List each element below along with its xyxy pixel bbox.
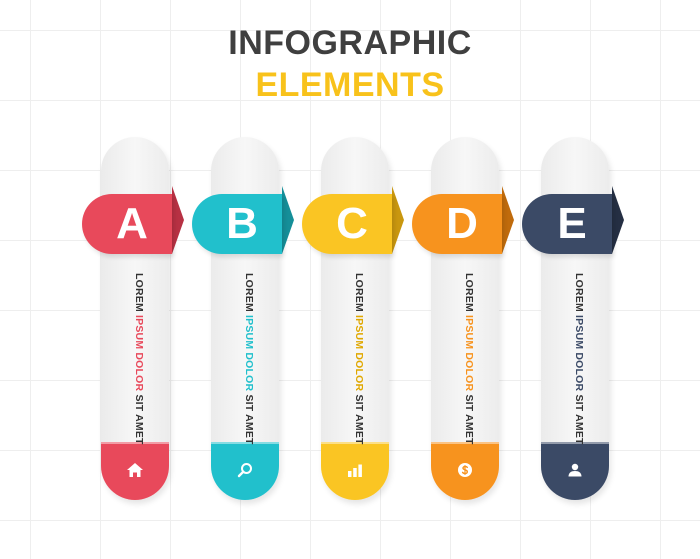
card-d-tab-fold bbox=[502, 186, 514, 254]
card-d-tab bbox=[412, 194, 502, 254]
card-b-text-end: SIT AMET bbox=[243, 391, 255, 445]
card-d-text-end: SIT AMET bbox=[463, 391, 475, 445]
card-c-text: LOREM IPSUM DOLOR SIT AMET bbox=[345, 273, 365, 445]
bar-chart-icon bbox=[345, 460, 365, 480]
dollar-coin-icon bbox=[455, 460, 475, 480]
card-c-tab bbox=[302, 194, 392, 254]
card-e-text-end: SIT AMET bbox=[573, 391, 585, 445]
card-a: A LOREM IPSUM DOLOR SIT AMET bbox=[82, 137, 184, 500]
home-icon bbox=[125, 460, 145, 480]
card-a-letter: A bbox=[116, 199, 148, 248]
card-e: E LOREM IPSUM DOLOR SIT AMET bbox=[522, 137, 624, 500]
card-a-tab-fold bbox=[172, 186, 184, 254]
card-e-text: LOREM IPSUM DOLOR SIT AMET bbox=[565, 273, 585, 445]
card-d-text: LOREM IPSUM DOLOR SIT AMET bbox=[455, 273, 475, 445]
card-b-cap bbox=[211, 442, 279, 500]
card-e-text-highlight: IPSUM DOLOR bbox=[573, 315, 585, 392]
card-e-tab-fold bbox=[612, 186, 624, 254]
user-icon bbox=[565, 460, 585, 480]
card-e-tab bbox=[522, 194, 612, 254]
card-c-tab-fold bbox=[392, 186, 404, 254]
card-c-text-end: SIT AMET bbox=[353, 391, 365, 445]
title-infographic: INFOGRAPHIC bbox=[228, 24, 472, 62]
card-a-text-highlight: IPSUM DOLOR bbox=[133, 315, 145, 392]
card-b-tab-fold bbox=[282, 186, 294, 254]
card-d-text-highlight: IPSUM DOLOR bbox=[463, 315, 475, 392]
card-e-text-start: LOREM bbox=[573, 273, 585, 316]
card-c: C LOREM IPSUM DOLOR SIT AMET bbox=[302, 137, 404, 500]
card-c-text-start: LOREM bbox=[353, 273, 365, 316]
card-b-pill bbox=[211, 137, 279, 500]
card-b-letter: B bbox=[226, 199, 258, 248]
card-a-tab bbox=[82, 194, 172, 254]
card-d: D LOREM IPSUM DOLOR SIT AMET bbox=[412, 137, 514, 500]
card-a-text-start: LOREM bbox=[133, 273, 145, 316]
search-icon bbox=[235, 460, 255, 480]
card-d-text-start: LOREM bbox=[463, 273, 475, 316]
card-a-text: LOREM IPSUM DOLOR SIT AMET bbox=[125, 273, 145, 445]
title-elements: ELEMENTS bbox=[255, 66, 445, 104]
card-b-tab bbox=[192, 194, 282, 254]
card-b-text-highlight: IPSUM DOLOR bbox=[243, 315, 255, 392]
card-b-text: LOREM IPSUM DOLOR SIT AMET bbox=[235, 273, 255, 445]
card-a-text-end: SIT AMET bbox=[133, 391, 145, 445]
card-e-letter: E bbox=[557, 199, 587, 248]
card-c-text-highlight: IPSUM DOLOR bbox=[353, 315, 365, 392]
card-d-letter: D bbox=[446, 199, 478, 248]
card-b-text-start: LOREM bbox=[243, 273, 255, 316]
card-b: B LOREM IPSUM DOLOR SIT AMET bbox=[192, 137, 294, 500]
card-c-letter: C bbox=[336, 199, 368, 248]
